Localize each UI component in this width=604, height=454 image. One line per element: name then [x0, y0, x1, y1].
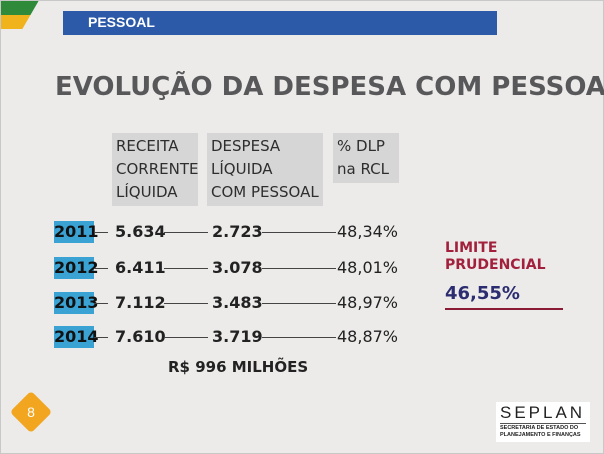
column-header-dlp: DESPESA LÍQUIDA COM PESSOAL [207, 133, 323, 206]
page-number: 8 [27, 404, 35, 420]
dlp-value: 3.483 [212, 293, 263, 312]
year-badge: 2011 [54, 221, 99, 243]
year-badge: 2014 [54, 326, 99, 348]
pct-value: 48,87% [337, 327, 399, 346]
logo-divider [500, 423, 586, 424]
column-header-rcl: RECEITA CORRENTE LÍQUIDA [112, 133, 198, 206]
dlp-value: 2.723 [212, 222, 263, 241]
pct-value: 48,97% [337, 293, 399, 312]
year-badge: 2012 [54, 257, 99, 279]
rcl-value: 6.411 [115, 258, 166, 277]
rcl-value: 7.610 [115, 327, 166, 346]
limit-value: 46,55% [445, 283, 520, 304]
section-title: PESSOAL [88, 14, 155, 30]
logo-subtitle: SECRETARIA DE ESTADO DO PLANEJAMENTO E F… [500, 425, 581, 438]
rcl-value: 7.112 [115, 293, 166, 312]
total-label: R$ 996 MILHÕES [168, 358, 309, 376]
dlp-value: 3.078 [212, 258, 263, 277]
flag-corner-decoration [1, 1, 47, 29]
limit-label: LIMITE PRUDENCIAL [445, 240, 546, 273]
pct-value: 48,34% [337, 222, 399, 241]
header-bar [63, 11, 497, 35]
logo-name: SEPLAN [500, 403, 586, 422]
rcl-value: 5.634 [115, 222, 166, 241]
seplan-logo [496, 402, 590, 442]
dlp-value: 3.719 [212, 327, 263, 346]
pct-value: 48,01% [337, 258, 399, 277]
year-badge: 2013 [54, 292, 99, 314]
column-header-pct: % DLP na RCL [333, 133, 399, 183]
limit-underline [445, 308, 563, 310]
page-title: EVOLUÇÃO DA DESPESA COM PESSOAL [55, 72, 604, 102]
